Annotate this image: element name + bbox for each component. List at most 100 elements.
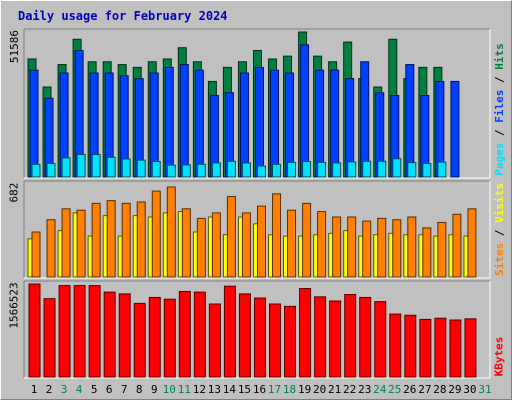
sites-bar — [31, 231, 41, 278]
sites-bar — [317, 211, 327, 278]
files-bar — [330, 69, 340, 178]
day-label: 22 — [343, 383, 356, 396]
day-label: 4 — [76, 383, 83, 396]
kbytes-bar — [43, 298, 56, 378]
sites-bar — [422, 227, 432, 278]
pages-bar — [362, 160, 372, 178]
day-label: 12 — [193, 383, 206, 396]
pages-bar — [377, 160, 387, 178]
pages-bar — [226, 160, 236, 178]
day-label: 16 — [253, 383, 266, 396]
sites-bar — [256, 205, 266, 278]
pages-bar — [241, 162, 251, 178]
day-label: 31 — [478, 383, 491, 396]
files-bar — [315, 69, 325, 178]
day-label: 11 — [178, 383, 191, 396]
day-label: 2 — [46, 383, 53, 396]
day-label: 27 — [418, 383, 431, 396]
day-label: 8 — [136, 383, 143, 396]
kbytes-bar — [58, 285, 71, 378]
files-bar — [450, 80, 460, 178]
day-label: 17 — [268, 383, 281, 396]
files-bar — [254, 66, 264, 178]
day-label: 10 — [163, 383, 176, 396]
kbytes-bar — [314, 296, 327, 378]
sites-bar — [392, 219, 402, 278]
sites-bar — [377, 217, 387, 278]
sites-bar — [407, 216, 417, 278]
sites-bar — [46, 219, 56, 278]
sites-bar — [121, 202, 131, 278]
sites-bar — [196, 217, 206, 278]
kbytes-bar — [88, 285, 101, 378]
kbytes-bar — [103, 291, 116, 378]
kbytes-bar — [208, 303, 221, 378]
sites-bar — [136, 201, 146, 278]
pages-bar — [437, 161, 447, 178]
sites-bar — [437, 221, 447, 278]
day-label: 15 — [238, 383, 251, 396]
day-label: 6 — [106, 383, 113, 396]
sites-bar — [452, 213, 462, 278]
kbytes-bar — [73, 285, 86, 378]
sites-bar — [272, 193, 282, 278]
kbytes-bar — [344, 293, 357, 378]
day-label: 14 — [223, 383, 237, 396]
pages-bar — [166, 164, 176, 178]
sites-bar — [287, 209, 297, 278]
pages-bar — [392, 158, 402, 178]
pages-bar — [46, 163, 56, 178]
day-label: 20 — [313, 383, 326, 396]
day-label: 18 — [283, 383, 296, 396]
kbytes-bar — [178, 291, 191, 378]
sites-bar — [347, 216, 357, 278]
kbytes-bar — [464, 318, 477, 378]
files-bar — [270, 69, 280, 178]
day-label: 21 — [328, 383, 341, 396]
pages-bar — [61, 157, 71, 178]
kbytes-bar — [223, 285, 236, 378]
sites-bar — [76, 209, 86, 278]
pages-bar — [407, 162, 417, 178]
pages-bar — [181, 164, 191, 178]
pages-bar — [317, 161, 327, 178]
kbytes-bar — [133, 302, 146, 378]
pages-bar — [76, 154, 86, 178]
files-bar — [239, 72, 249, 178]
files-bar — [164, 66, 174, 178]
sites-bar — [241, 212, 251, 278]
kbytes-bar — [404, 314, 417, 378]
day-label: 5 — [91, 383, 98, 396]
day-label: 23 — [358, 383, 371, 396]
pages-bar — [272, 163, 282, 178]
pages-bar — [31, 163, 41, 178]
kbytes-bar — [253, 297, 266, 378]
files-bar — [29, 69, 39, 178]
kbytes-bar — [449, 319, 462, 378]
sites-bar — [166, 186, 176, 278]
kbytes-bar — [269, 303, 282, 378]
pages-bar — [302, 161, 312, 178]
sites-bar — [302, 202, 312, 278]
sites-bar — [151, 190, 161, 278]
pages-bar — [91, 154, 101, 178]
pages-bar — [196, 163, 206, 178]
pages-bar — [256, 165, 266, 178]
day-label: 25 — [388, 383, 401, 396]
day-label: 26 — [403, 383, 416, 396]
day-label: 19 — [298, 383, 311, 396]
files-bar — [179, 64, 189, 178]
kbytes-bar — [163, 298, 176, 378]
day-label: 24 — [373, 383, 387, 396]
sites-bar — [61, 208, 71, 278]
kbytes-bar — [284, 305, 297, 378]
sites-bar — [332, 216, 342, 278]
files-bar — [285, 72, 295, 178]
pages-bar — [347, 161, 357, 178]
kbytes-bar — [419, 318, 432, 378]
pages-bar — [121, 158, 131, 178]
kbytes-bar — [148, 296, 161, 378]
kbytes-bar — [434, 317, 447, 378]
kbytes-bar — [193, 291, 206, 378]
kbytes-bar — [28, 283, 41, 378]
